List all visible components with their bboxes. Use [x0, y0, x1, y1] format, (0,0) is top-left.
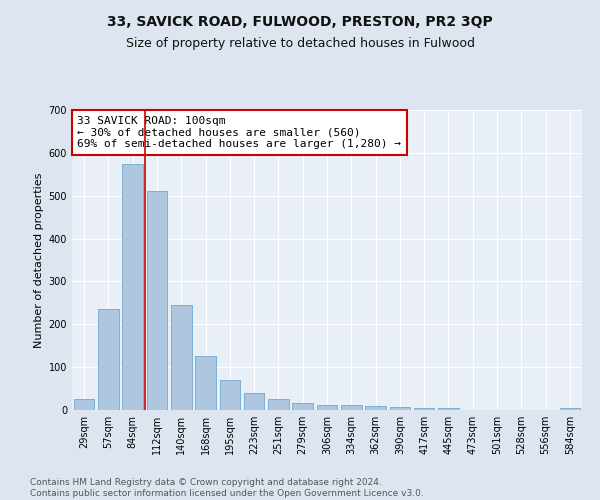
Bar — [292, 402, 313, 410]
Bar — [244, 393, 265, 410]
Bar — [365, 406, 386, 410]
Y-axis label: Number of detached properties: Number of detached properties — [34, 172, 44, 348]
Text: 33 SAVICK ROAD: 100sqm
← 30% of detached houses are smaller (560)
69% of semi-de: 33 SAVICK ROAD: 100sqm ← 30% of detached… — [77, 116, 401, 149]
Text: 33, SAVICK ROAD, FULWOOD, PRESTON, PR2 3QP: 33, SAVICK ROAD, FULWOOD, PRESTON, PR2 3… — [107, 15, 493, 29]
Bar — [122, 164, 143, 410]
Bar — [317, 405, 337, 410]
Bar — [414, 408, 434, 410]
Bar — [389, 407, 410, 410]
Bar — [146, 192, 167, 410]
Bar — [268, 400, 289, 410]
Bar — [98, 310, 119, 410]
Text: Size of property relative to detached houses in Fulwood: Size of property relative to detached ho… — [125, 38, 475, 51]
Bar — [220, 380, 240, 410]
Bar — [341, 405, 362, 410]
Bar — [195, 356, 216, 410]
Bar — [74, 400, 94, 410]
Bar — [560, 408, 580, 410]
Bar — [438, 408, 459, 410]
Text: Contains HM Land Registry data © Crown copyright and database right 2024.
Contai: Contains HM Land Registry data © Crown c… — [30, 478, 424, 498]
Bar — [171, 305, 191, 410]
